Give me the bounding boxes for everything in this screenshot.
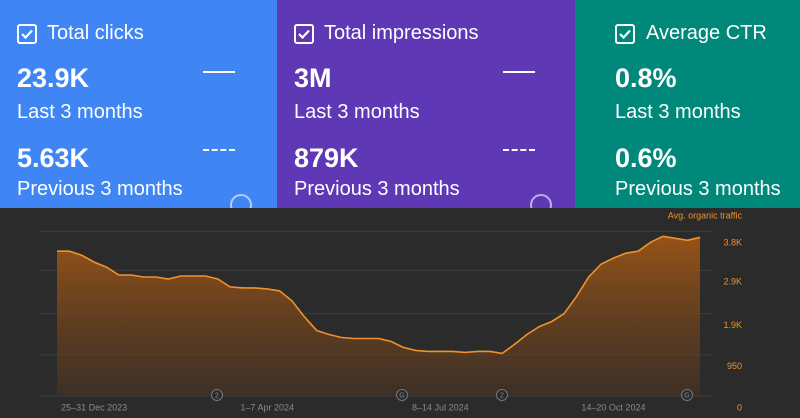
card-title: Total impressions [324, 22, 479, 44]
current-value: 3M [294, 63, 332, 93]
current-label: Last 3 months [615, 101, 741, 123]
annotation[interactable]: 2 [496, 389, 508, 401]
previous-label: Previous 3 months [17, 178, 183, 200]
metric-card[interactable]: Total clicks 23.9K Last 3 months 5.63K P… [0, 0, 277, 208]
x-tick-label: 1–7 Apr 2024 [240, 402, 294, 412]
y-tick-label: 1.9K [723, 320, 742, 330]
metric-card[interactable]: Total impressions 3M Last 3 months 879K … [277, 0, 575, 208]
x-tick-label: 25–31 Dec 2023 [61, 402, 127, 412]
annotation-label: 2 [500, 392, 504, 399]
chart-title: Avg. organic traffic [668, 210, 743, 220]
previous-value: 0.6% [615, 143, 677, 173]
x-tick-label: 8–14 Jul 2024 [412, 402, 469, 412]
y-tick-label: 2.9K [723, 277, 742, 287]
current-label: Last 3 months [17, 101, 143, 123]
legend-solid [503, 71, 535, 73]
line [57, 235, 701, 355]
previous-value: 5.63K [17, 143, 90, 173]
previous-label: Previous 3 months [294, 178, 460, 200]
current-label: Last 3 months [294, 101, 420, 123]
annotation-label: G [399, 392, 404, 399]
help-icon[interactable] [230, 194, 252, 208]
checkbox[interactable] [615, 24, 635, 44]
checkbox[interactable] [294, 24, 314, 44]
area-fill [57, 236, 700, 396]
current-value: 23.9K [17, 63, 90, 93]
card-title: Total clicks [47, 22, 144, 44]
checkbox[interactable] [17, 24, 37, 44]
annotation[interactable]: 2 [211, 389, 223, 401]
y-tick-label: 0 [737, 402, 742, 412]
metric-card[interactable]: Average CTR 0.8% Last 3 months 0.6% Prev… [575, 0, 800, 208]
card-title: Average CTR [646, 22, 767, 44]
y-tick-label: 950 [727, 361, 742, 371]
previous-label: Previous 3 months [615, 178, 781, 200]
annotation[interactable]: G [681, 389, 693, 401]
x-tick-label: 14–20 Oct 2024 [581, 402, 645, 412]
legend-dashed [503, 149, 535, 151]
annotation-label: 2 [215, 392, 219, 399]
annotation-label: G [684, 392, 689, 399]
current-value: 0.8% [615, 63, 677, 93]
previous-value: 879K [294, 143, 359, 173]
legend-dashed [203, 149, 235, 151]
annotation[interactable]: G [396, 389, 408, 401]
y-tick-label: 3.8K [723, 238, 742, 248]
help-icon[interactable] [530, 194, 552, 208]
legend-solid [203, 71, 235, 73]
